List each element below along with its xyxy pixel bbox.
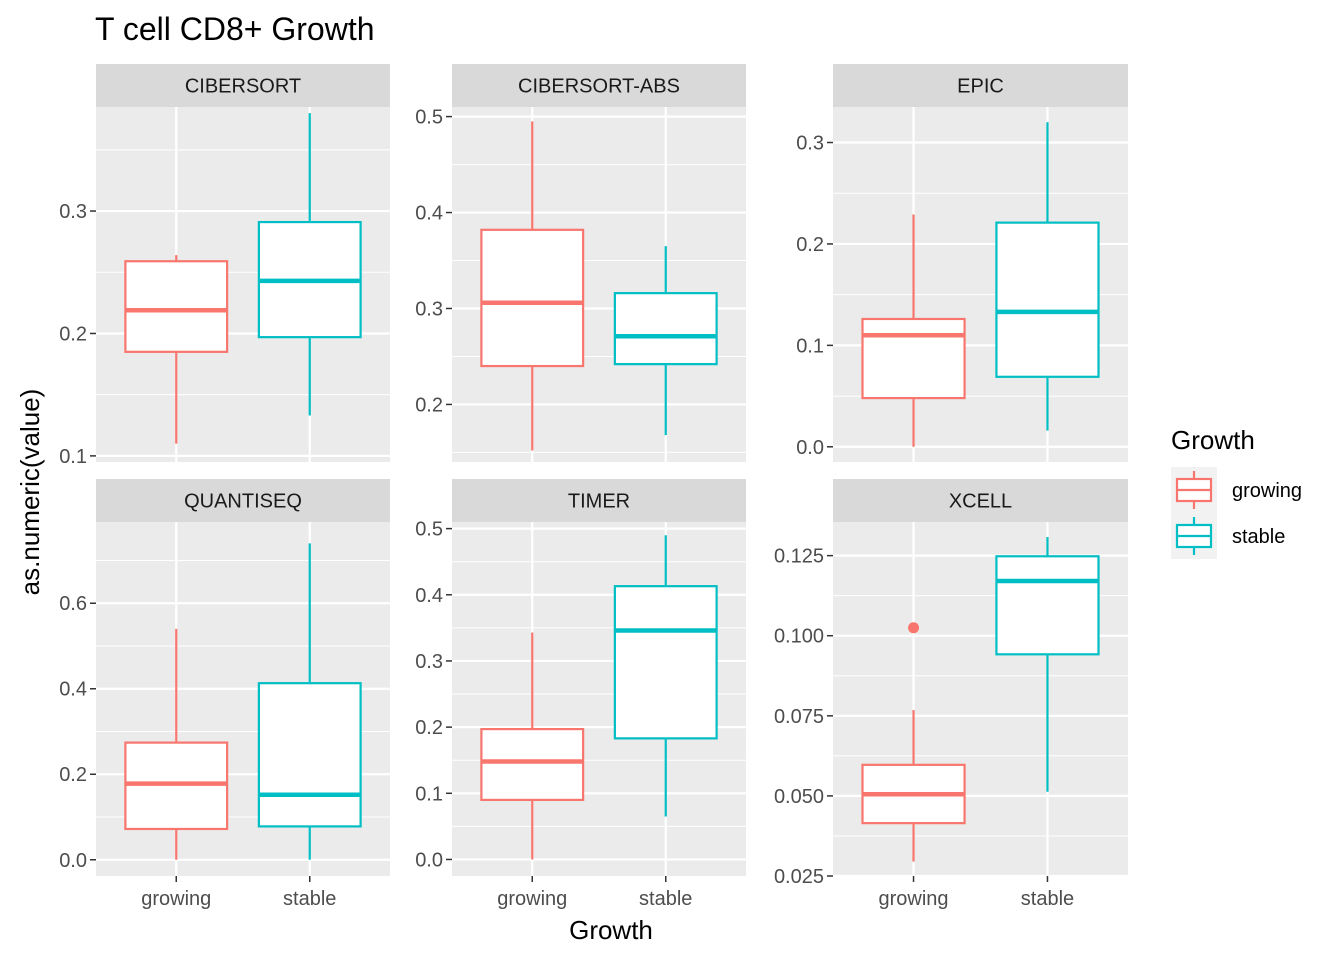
box-body	[613, 585, 718, 740]
legend-label: stable	[1232, 526, 1285, 548]
y-tick-label: 0.050	[774, 786, 824, 808]
panel-xcell: 0.025 0.050 0.075 0.100 0.125 XCELL growing sta…	[774, 479, 1128, 910]
box-stable	[257, 113, 362, 416]
outlier-point	[908, 622, 920, 634]
y-tick-label: 0.2	[415, 394, 443, 416]
panel-cibersort-abs: 0.2 0.3 0.4 0.5 CIBERSORT-ABS	[415, 64, 746, 462]
facet-strip-label: EPIC	[957, 76, 1004, 98]
box-growing	[124, 628, 229, 860]
y-tick-label: 0.1	[59, 446, 87, 468]
box-growing	[480, 121, 585, 451]
box-body	[613, 292, 718, 366]
y-tick-label: 0.125	[774, 546, 824, 568]
y-tick-label: 0.2	[796, 234, 824, 256]
box-growing	[861, 622, 966, 862]
box-stable	[995, 537, 1100, 792]
y-tick-label: 0.2	[415, 717, 443, 739]
y-axis-title: as.numeric(value)	[15, 389, 45, 596]
y-tick-label: 0.075	[774, 706, 824, 728]
chart-title: T cell CD8+ Growth	[95, 11, 375, 47]
panel-epic: 0.0 0.1 0.2 0.3 EPIC	[796, 64, 1128, 462]
facet-strip	[452, 479, 746, 522]
y-tick-label: 0.5	[415, 519, 443, 541]
box-stable	[613, 535, 718, 817]
x-tick-label: stable	[283, 888, 336, 910]
facet-strip	[452, 64, 746, 107]
panel-cibersort: 0.1 0.2 0.3 CIBERSORT	[59, 64, 390, 468]
facet-strip-label: XCELL	[949, 491, 1012, 513]
legend-item-growing: growing	[1171, 467, 1302, 513]
y-tick-label: 0.5	[415, 107, 443, 129]
y-tick-label: 0.2	[59, 323, 87, 345]
y-tick-label: 0.3	[415, 651, 443, 673]
legend-title: Growth	[1171, 425, 1255, 455]
x-tick-label: growing	[141, 888, 211, 910]
box-stable	[613, 246, 718, 436]
facet-panels: 0.1 0.2 0.3 CIBERSORT 0.2 0.3 0.4 0.5 CIBERSORT-…	[59, 64, 1128, 910]
y-tick-label: 0.1	[796, 335, 824, 357]
box-growing	[480, 632, 585, 860]
legend-label: growing	[1232, 480, 1302, 502]
y-tick-label: 0.4	[59, 679, 87, 701]
box-body	[124, 260, 229, 353]
y-tick-label: 0.025	[774, 866, 824, 888]
x-axis-title: Growth	[569, 915, 653, 945]
facet-strip-label: CIBERSORT	[185, 76, 301, 98]
y-tick-label: 0.0	[59, 850, 87, 872]
facet-strip	[833, 479, 1128, 522]
x-tick-label: stable	[1021, 888, 1074, 910]
facet-strip	[96, 479, 390, 522]
y-tick-label: 0.0	[796, 437, 824, 459]
facet-strip-label: QUANTISEQ	[184, 491, 302, 513]
box-stable	[257, 543, 362, 860]
facet-strip	[96, 64, 390, 107]
legend-item-stable: stable	[1171, 513, 1285, 559]
panel-quantiseq: 0.0 0.2 0.4 0.6 QUANTISEQ growing stable	[59, 479, 390, 910]
box-growing	[861, 214, 966, 447]
y-tick-label: 0.4	[415, 585, 443, 607]
x-tick-label: stable	[639, 888, 692, 910]
facet-strip-label: CIBERSORT-ABS	[518, 76, 680, 98]
box-body	[995, 221, 1100, 378]
y-tick-label: 0.6	[59, 593, 87, 615]
y-tick-label: 0.3	[796, 133, 824, 155]
facet-strip	[833, 64, 1128, 107]
y-tick-label: 0.3	[59, 201, 87, 223]
box-body	[995, 555, 1100, 656]
y-tick-label: 0.2	[59, 764, 87, 786]
y-tick-label: 0.1	[415, 783, 443, 805]
panel-timer: 0.0 0.1 0.2 0.3 0.4 0.5 TIMER growing stable	[415, 479, 746, 910]
legend: Growth growing stable	[1171, 425, 1302, 559]
box-body	[480, 228, 585, 368]
box-body	[861, 317, 966, 400]
y-tick-label: 0.100	[774, 626, 824, 648]
facet-strip-label: TIMER	[568, 491, 630, 513]
y-tick-label: 0.3	[415, 298, 443, 320]
box-body	[480, 728, 585, 802]
box-growing	[124, 255, 229, 444]
y-tick-label: 0.4	[415, 203, 443, 225]
box-body	[257, 682, 362, 828]
x-tick-label: growing	[879, 888, 949, 910]
y-tick-label: 0.0	[415, 849, 443, 871]
box-stable	[995, 122, 1100, 431]
x-tick-label: growing	[497, 888, 567, 910]
